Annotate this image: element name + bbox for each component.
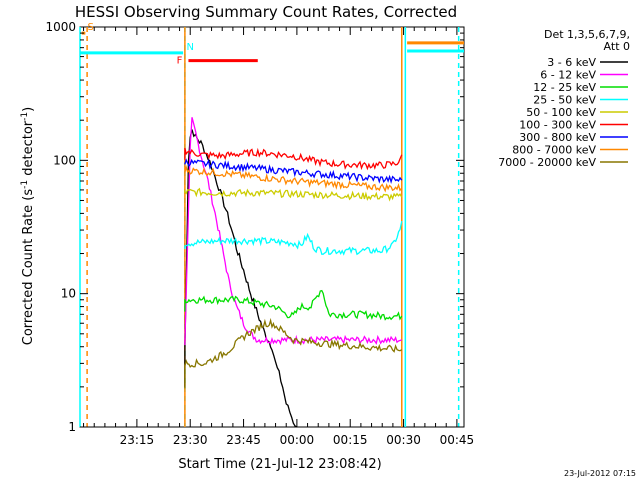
x-tick-label: 00:30	[386, 433, 421, 447]
y-axis-label-main: Corrected Count Rate (s	[21, 189, 36, 346]
observing-marker-label: N	[186, 42, 193, 53]
series-line	[184, 317, 403, 389]
y-axis-label-end: )	[21, 107, 36, 112]
legend-header: Att 0	[604, 40, 630, 53]
x-tick-label: 23:45	[226, 433, 261, 447]
series-line	[184, 129, 298, 428]
x-tick-label: 00:45	[440, 433, 475, 447]
legend-label: 12 - 25 keV	[533, 81, 596, 94]
chart-title: HESSI Observing Summary Count Rates, Cor…	[75, 3, 457, 21]
plot-frame	[79, 26, 465, 428]
observing-marker-label: S	[87, 22, 93, 33]
series-line	[184, 158, 403, 184]
series-line	[184, 289, 403, 321]
legend-label: 6 - 12 keV	[540, 69, 596, 82]
legend-label: 800 - 7000 keV	[512, 144, 596, 157]
series-line	[184, 147, 403, 171]
observing-marker-label: F	[177, 56, 183, 67]
x-tick-label: 23:30	[173, 433, 208, 447]
timestamp-footer: 23-Jul-2012 07:15	[563, 469, 636, 478]
legend-label: 100 - 300 keV	[519, 119, 596, 132]
x-tick-label: 00:00	[280, 433, 315, 447]
legend-header: Det 1,3,5,6,7,9,	[544, 28, 630, 41]
y-axis-label-mid: detector	[21, 120, 36, 180]
x-axis-label: Start Time (21-Jul-12 23:08:42)	[178, 457, 381, 472]
y-tick-label: 10	[61, 287, 76, 301]
legend-label: 50 - 100 keV	[526, 106, 596, 119]
y-axis-label: Corrected Count Rate (s-1 detector-1)	[20, 107, 36, 345]
y-tick-label: 1000	[45, 20, 76, 34]
legend-label: 25 - 50 keV	[533, 94, 596, 107]
series-line	[184, 117, 403, 346]
y-axis: 1 10 100 1000	[45, 20, 464, 434]
x-tick-label: 00:15	[333, 433, 368, 447]
y-axis-label-sup2: -1	[20, 112, 30, 121]
y-tick-label: 100	[53, 153, 76, 167]
plot-area: S NF	[79, 22, 465, 428]
series-line	[184, 187, 403, 202]
series-line	[184, 164, 403, 193]
x-axis: 23:15 23:30 23:45 00:00 00:15 00:30 00:45	[83, 27, 475, 447]
y-tick-label: 1	[68, 420, 76, 434]
legend-label: 3 - 6 keV	[547, 56, 596, 69]
legend-label: 7000 - 20000 keV	[498, 156, 596, 169]
x-tick-label: 23:15	[120, 433, 155, 447]
series-line	[184, 220, 403, 256]
legend-label: 300 - 800 keV	[519, 131, 596, 144]
y-axis-label-sup1: -1	[20, 180, 30, 189]
